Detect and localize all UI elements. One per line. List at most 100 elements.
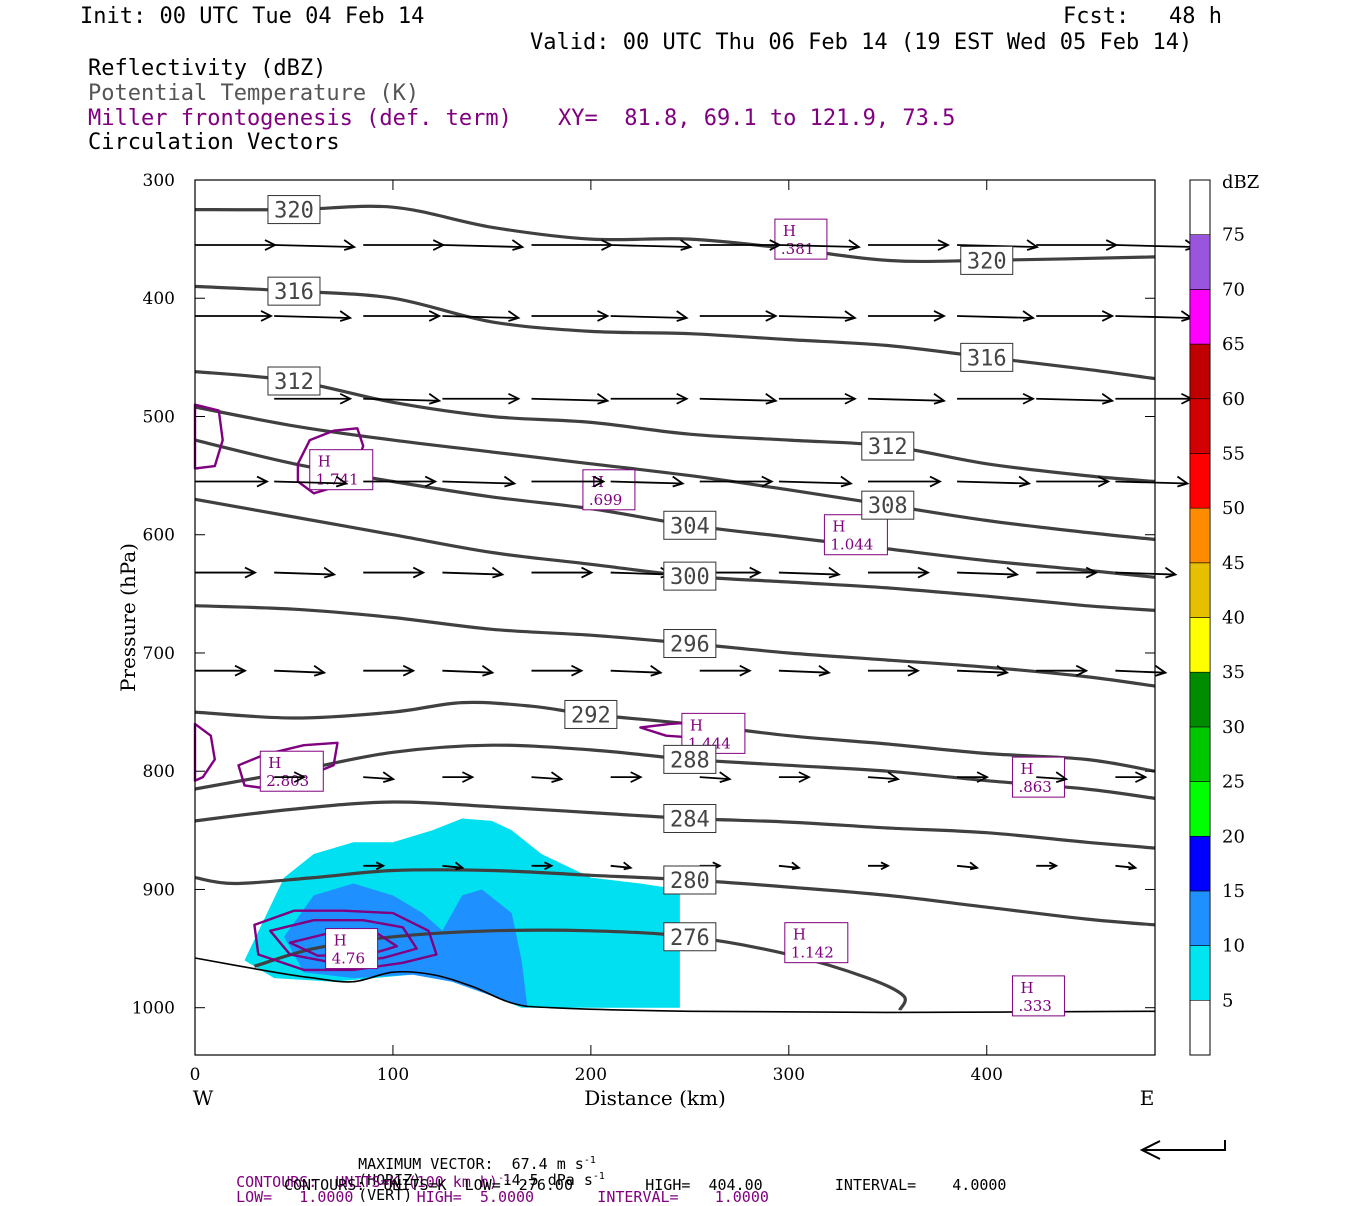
vector-head-6-10 [1135, 771, 1148, 783]
vector-head-2-6 [844, 392, 857, 405]
fronto-high-letter-1: H [318, 453, 331, 471]
colorbar-cell-50 [1189, 453, 1211, 509]
theta-label-308: 308 [868, 494, 908, 519]
theta-label-box-308 [861, 490, 915, 520]
vector-head-6-1 [382, 771, 396, 783]
vector-head-2-4 [676, 392, 689, 405]
vector-head-6-9 [1055, 771, 1069, 783]
fronto-high-letter-5: H [268, 754, 281, 772]
fronto-high-box-0 [774, 218, 828, 260]
fronto-high-box-2 [582, 469, 636, 511]
vector-head-4-9 [1006, 566, 1020, 579]
vector-shaft-6-5 [699, 776, 730, 781]
vector-shaft-2-9 [1036, 397, 1113, 402]
theta-label-box-288 [663, 744, 717, 774]
fronto-high-letter-8: H [334, 932, 347, 950]
theta-contour-308 [194, 405, 1156, 542]
theta-label-312: 312 [868, 435, 908, 460]
colorbar-cell-5 [1189, 945, 1211, 1001]
y-tick-label-700: 700 [143, 644, 175, 664]
vector-shaft-3-3 [442, 480, 515, 485]
vector-head-1-2 [428, 310, 442, 322]
vector-shaft-1-9 [957, 315, 1034, 319]
vector-head-2-2 [508, 392, 521, 405]
colorbar-label-65: 65 [1222, 334, 1245, 355]
theta-contour-312 [194, 370, 1156, 484]
colorbar-label-20: 20 [1222, 826, 1245, 847]
vector-shaft-5-3 [442, 669, 493, 674]
vector-shaft-7-7 [956, 864, 978, 869]
fronto-high-letter-9: H [1020, 979, 1033, 997]
y-tick-label-300: 300 [143, 171, 175, 191]
vector-head-4-6 [749, 566, 762, 579]
vector-head-1-6 [765, 310, 778, 322]
colorbar-label-50: 50 [1222, 498, 1245, 519]
vector-head-1-8 [933, 310, 947, 322]
vector-head-5-6 [739, 664, 752, 677]
vectors-layer [195, 239, 1198, 871]
fronto-high-value-1: 1.741 [316, 471, 359, 489]
theta-label-box-276 [663, 922, 717, 952]
vector-head-6-8 [976, 771, 990, 783]
x-tick-label-400: 400 [971, 1065, 1003, 1085]
fronto-high-value-0: .381 [781, 240, 814, 258]
legend-frontogenesis: Miller frontogenesis (def. term) [88, 106, 512, 131]
theta-contour-320 [194, 204, 1156, 264]
vector-shaft-0-3 [442, 244, 523, 248]
fronto-high-value-7: 1.142 [791, 944, 834, 962]
vector-head-5-3 [481, 664, 495, 677]
y-tick-label-400: 400 [143, 289, 175, 309]
vector-head-3-3 [503, 475, 517, 488]
vector-head-3-8 [929, 475, 943, 488]
vector-shaft-2-5 [699, 397, 776, 402]
east-label: E [1140, 1086, 1155, 1110]
legend-vectors: Circulation Vectors [88, 130, 340, 155]
x-tick-label-0: 0 [190, 1065, 201, 1085]
vector-shaft-5-11 [1115, 669, 1166, 674]
theta-label-box-316 [960, 342, 1014, 372]
vector-head-5-9 [996, 664, 1010, 677]
vector-head-2-9 [1101, 393, 1115, 405]
theta-label-276: 276 [670, 926, 710, 951]
vector-head-0-9 [1026, 239, 1040, 251]
y-tick-label-800: 800 [143, 762, 175, 782]
colorbar-label-45: 45 [1222, 553, 1245, 574]
reflectivity-layer [244, 818, 680, 1008]
surface-layer [194, 957, 1156, 1014]
x-axis-label: Distance (km) [584, 1086, 726, 1110]
fronto-contour-3 [253, 909, 438, 972]
vector-head-0-1 [343, 239, 357, 251]
colorbar-label-40: 40 [1222, 608, 1245, 629]
vector-head-4-0 [244, 566, 258, 579]
valid-time: Valid: 00 UTC Thu 06 Feb 14 (19 EST Wed … [530, 30, 1193, 55]
vector-head-3-2 [424, 475, 438, 488]
west-label: W [193, 1086, 214, 1110]
colorbar-unit: dBZ [1222, 172, 1259, 193]
vector-head-7-0 [375, 861, 386, 871]
vector-head-5-0 [234, 664, 248, 677]
vector-shaft-1-11 [1115, 315, 1192, 319]
vector-head-3-10 [1097, 475, 1111, 488]
colorbar-cell-45 [1189, 507, 1211, 564]
vector-head-1-0 [260, 310, 274, 322]
fronto-high-box-3 [823, 514, 888, 556]
colorbar-cell-30 [1189, 671, 1211, 728]
vector-head-3-11 [1176, 475, 1190, 488]
vector-head-1-7 [844, 310, 857, 322]
vector-shaft-3-7 [778, 480, 851, 485]
vector-head-4-4 [581, 566, 594, 579]
vector-shaft-2-3 [531, 397, 608, 402]
vector-shaft-0-5 [610, 244, 691, 248]
vector-shaft-6-3 [531, 776, 562, 781]
vector-shaft-0-7 [778, 244, 859, 248]
vector-head-1-1 [339, 310, 353, 322]
vector-head-7-7 [969, 861, 980, 871]
theta-label-280: 280 [670, 869, 710, 894]
vector-shaft-1-7 [778, 315, 855, 319]
vector-head-3-7 [840, 475, 853, 488]
vector-shaft-4-5 [610, 571, 671, 576]
vector-head-6-0 [293, 771, 307, 783]
vector-head-1-9 [1022, 310, 1036, 322]
vector-head-7-5 [791, 861, 801, 871]
